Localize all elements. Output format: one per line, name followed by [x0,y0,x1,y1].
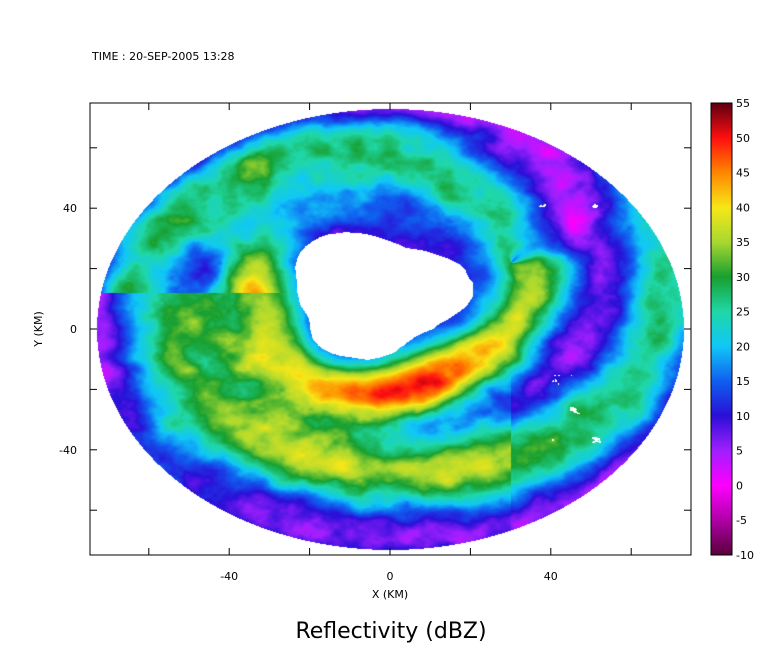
colorbar-tick-label: 35 [736,236,750,249]
x-tick-label: 0 [387,570,394,583]
colorbar-tick-label: 55 [736,97,750,110]
colorbar-gradient [711,103,732,555]
colorbar-tick-label: 15 [736,375,750,388]
colorbar-tick-label: 45 [736,167,750,180]
colorbar-tick-label: 20 [736,340,750,353]
colorbar-tick-label: 10 [736,410,750,423]
colorbar-tick-label: 0 [736,479,743,492]
x-axis-label: X (KM) [372,588,408,601]
colorbar-tick-label: 5 [736,445,743,458]
colorbar-frame [710,102,733,556]
axes: -40 0 40 40 0 -40 [59,103,691,583]
x-tick-label: -40 [220,570,238,583]
x-tick-label: 40 [544,570,558,583]
y-tick-label: 40 [63,202,77,215]
colorbar-tick-label: 30 [736,271,750,284]
colorbar-tick-label: 50 [736,132,750,145]
time-label: TIME : 20-SEP-2005 13:28 [91,50,235,63]
y-axis-label: Y (KM) [32,311,45,348]
colorbar-tick-label: -10 [736,549,754,562]
y-tick-label: 0 [70,323,77,336]
y-tick-label: -40 [59,444,77,457]
colorbar-tick-label: 25 [736,306,750,319]
chart-title: Reflectivity (dBZ) [295,619,486,644]
colorbar-tick-label: 40 [736,201,750,214]
reflectivity-image [90,103,691,555]
colorbar-tick-label: -5 [736,514,747,527]
